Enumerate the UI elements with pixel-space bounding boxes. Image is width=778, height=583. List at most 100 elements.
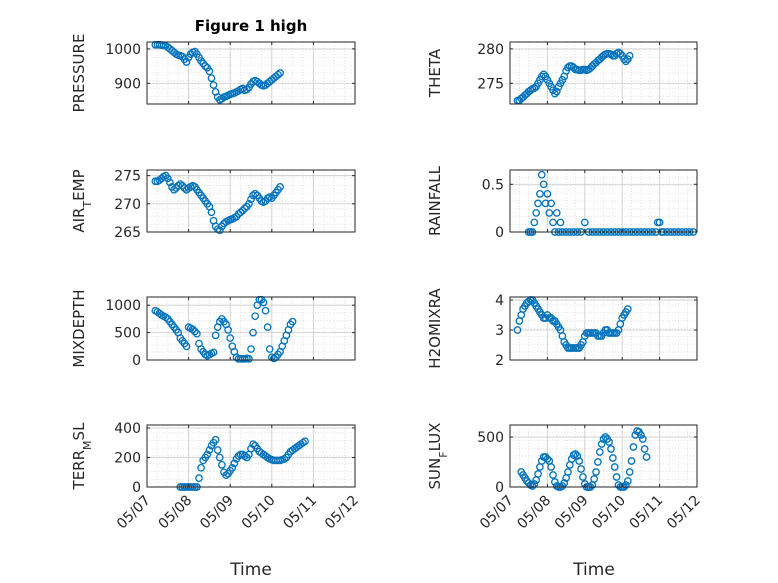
data-point [261,306,270,315]
y-tick-label: 275 [477,76,504,92]
data-point [240,204,249,213]
data-point [564,468,572,476]
y-axis-label: SUNFLUX [426,423,450,490]
data-point [592,468,600,476]
data-point [288,317,297,326]
axes-box [146,169,356,233]
data-point [247,345,255,353]
data-point [640,445,649,453]
data-point [238,206,247,215]
data-point [528,482,537,490]
data-point [545,209,554,217]
y-tick-label: 2 [495,353,504,369]
data-point [549,218,557,227]
x-tick-label: 05/08 [156,493,196,533]
x-tick-label: 05/10 [589,493,629,533]
y-tick-label: 275 [114,169,141,185]
data-point [211,435,220,444]
data-point [627,457,636,465]
data-point [638,435,647,443]
data-point [541,199,550,208]
data-point [560,479,569,487]
data-point [551,89,559,98]
data-point [539,180,548,189]
data-point [251,312,260,321]
y-tick-label: 0.5 [482,177,504,193]
data-point [608,454,617,462]
data-point [655,218,664,227]
data-point [597,440,606,448]
data-point [547,199,555,208]
axes-box [146,296,356,361]
data-point [213,446,222,454]
data-point [230,459,239,468]
data-point [547,463,555,471]
data-point [215,226,224,235]
data-point [622,57,630,66]
x-tick-label: 05/10 [239,493,279,533]
subplot-air-temp: 265 270 275 AIRTEMP [70,169,356,241]
y-tick-label: 400 [114,421,141,437]
y-tick-label: 1000 [105,298,141,314]
data-point [580,218,589,227]
data-point [577,465,585,473]
data-point [182,58,191,66]
data-point [526,86,535,95]
data-point [276,69,284,77]
y-tick-label: 280 [477,42,504,58]
y-tick-label: 265 [114,225,141,241]
data-point [205,446,214,454]
data-point [215,453,224,462]
data-point [224,326,232,334]
y-axis-label: H2OMIXRA [426,288,444,369]
y-tick-label: 0 [495,480,504,496]
data-point [586,64,595,73]
subplot-h2omixra: 2 3 4 H2OMIXRA [426,288,698,369]
x-tick-label: 05/09 [552,493,592,533]
data-point [532,209,541,217]
y-tick-label: 0 [132,480,141,496]
data-point [534,199,542,208]
data-point [218,461,226,469]
y-tick-label: 1000 [105,42,141,58]
data-point [195,474,203,482]
data-point [623,477,632,485]
data-point [607,445,615,453]
data-point [543,189,552,198]
plot-area [147,297,355,360]
data-point [642,453,651,461]
data-point [209,81,218,89]
data-point [161,313,170,322]
data-point [601,433,610,441]
data-point [247,195,255,204]
subplot-theta: 275 280 THETA [426,41,698,105]
data-point [228,463,237,472]
data-point [251,189,260,198]
data-point [242,85,251,94]
data-point [182,342,191,351]
y-axis-label: RAINFALL [426,165,444,236]
data-point [203,450,212,459]
data-point [209,348,218,357]
data-point [197,463,205,472]
data-point [637,431,645,439]
x-tick-label: 05/11 [280,493,320,533]
data-point [263,323,272,331]
y-axis-label: PRESSURE [70,34,88,113]
data-point [534,470,542,478]
data-point [207,208,216,217]
data-point [530,218,539,227]
y-tick-label: 500 [114,326,141,342]
axes-box [509,424,698,488]
data-point [188,325,197,334]
data-point [537,170,546,179]
data-point [249,191,257,200]
subplot-rainfall: 0 0.5 RAINFALL [426,165,698,241]
data-point [620,55,628,64]
data-point [629,443,638,451]
data-point [276,183,284,191]
data-point [605,438,613,446]
data-point [616,49,625,58]
subplot-terr-msl: 0 200 400 05/07 05/08 05/09 05/10 05/11 05/12 TER… [70,421,362,532]
